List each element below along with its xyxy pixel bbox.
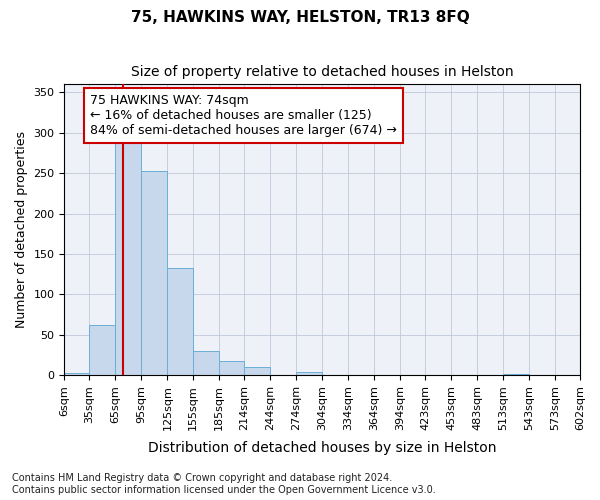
Bar — [193, 351, 219, 375]
Bar — [244, 367, 270, 375]
Text: Contains HM Land Registry data © Crown copyright and database right 2024.
Contai: Contains HM Land Registry data © Crown c… — [12, 474, 436, 495]
X-axis label: Distribution of detached houses by size in Helston: Distribution of detached houses by size … — [148, 441, 496, 455]
Bar — [503, 374, 529, 375]
Bar — [142, 170, 167, 375]
Bar — [167, 268, 193, 375]
Bar — [296, 372, 322, 375]
Bar — [89, 325, 115, 375]
Bar — [115, 141, 142, 375]
Text: 75 HAWKINS WAY: 74sqm
← 16% of detached houses are smaller (125)
84% of semi-det: 75 HAWKINS WAY: 74sqm ← 16% of detached … — [91, 94, 397, 137]
Title: Size of property relative to detached houses in Helston: Size of property relative to detached ho… — [131, 65, 514, 79]
Bar — [64, 374, 89, 375]
Bar — [219, 362, 244, 375]
Text: 75, HAWKINS WAY, HELSTON, TR13 8FQ: 75, HAWKINS WAY, HELSTON, TR13 8FQ — [131, 10, 469, 25]
Y-axis label: Number of detached properties: Number of detached properties — [15, 131, 28, 328]
